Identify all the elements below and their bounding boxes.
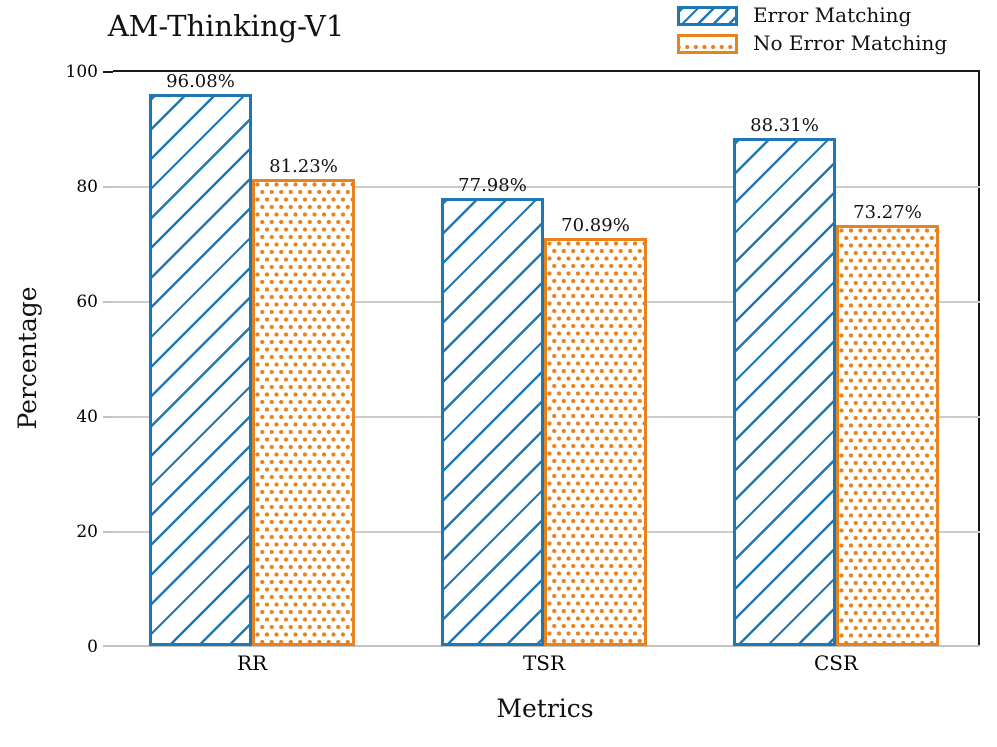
top-spine [113,70,980,72]
bar-value-label: 88.31% [750,115,819,137]
y-tick-label: 40 [76,407,98,427]
bar-value-label: 81.23% [269,155,338,177]
x-axis-label: Metrics [496,694,594,723]
bar-value-label: 73.27% [853,201,922,223]
bar-no-error-matching-rr [252,178,355,646]
y-tick-mark [103,186,113,188]
x-tick-label-csr: CSR [813,651,859,675]
legend: Error Matching No Error Matching [677,3,947,59]
chart-title: AM-Thinking-V1 [107,9,345,43]
bar-value-label: 77.98% [458,174,527,196]
y-tick-mark [103,71,113,73]
y-tick-mark [103,416,113,418]
y-tick-label: 80 [76,177,98,197]
legend-item-error-matching: Error Matching [677,3,947,28]
bar-no-error-matching-csr [836,224,939,646]
bar-error-matching-rr [149,93,252,646]
legend-label: No Error Matching [753,31,948,55]
bar-value-label: 70.89% [561,215,630,237]
gridline [113,186,980,188]
bar-error-matching-csr [733,138,836,646]
y-tick-label: 20 [76,522,98,542]
x-tick-label-rr: RR [236,651,268,675]
y-tick-label: 0 [87,637,98,657]
x-axis-line [113,645,980,647]
right-spine [978,70,980,647]
legend-label: Error Matching [753,3,912,27]
y-tick-mark [103,301,113,303]
y-tick-label: 60 [76,292,98,312]
legend-item-no-error-matching: No Error Matching [677,31,947,56]
y-tick-label: 100 [65,62,98,82]
bar-no-error-matching-tsr [544,238,647,646]
bar-value-label: 96.08% [166,70,235,92]
x-tick-label-tsr: TSR [522,651,566,675]
legend-swatch-diagonal-icon [677,5,738,26]
plot-area: 96.08% 77.98% 88.31% 81.23% 70.89% 73.27% [103,70,980,647]
y-tick-mark [103,531,113,533]
y-tick-mark [103,645,113,647]
bar-error-matching-tsr [441,197,544,646]
legend-swatch-dots-icon [677,33,738,54]
